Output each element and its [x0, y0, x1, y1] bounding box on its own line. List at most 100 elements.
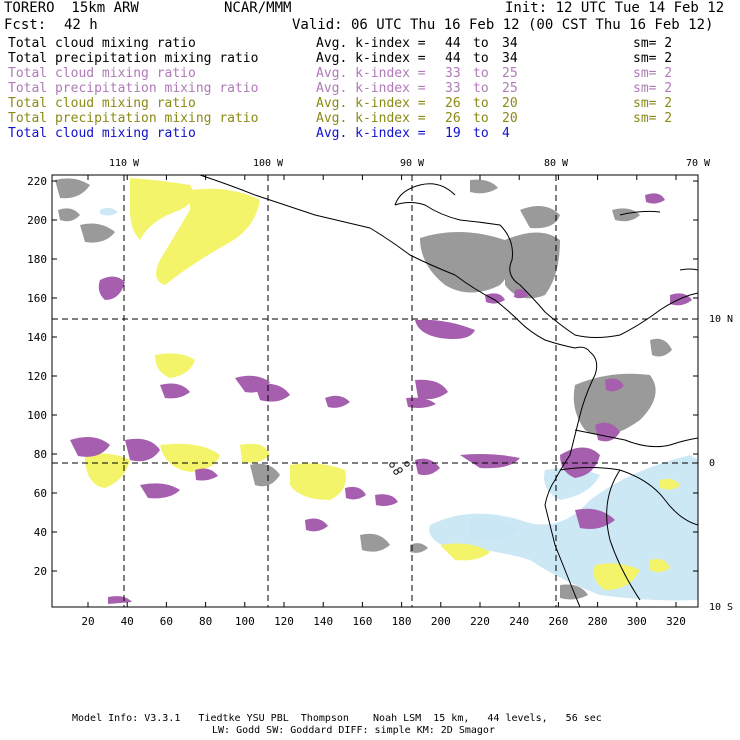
purple-field-area — [406, 397, 436, 408]
purple-field-area — [645, 193, 665, 204]
legend-k-start: 26 — [445, 111, 461, 126]
x-tick-label: 100 — [235, 615, 255, 628]
legend-k-start: 44 — [445, 36, 461, 51]
y-tick-label: 120 — [27, 370, 47, 383]
center-label: NCAR/MMM — [224, 0, 292, 16]
x-tick-label: 260 — [548, 615, 568, 628]
gray-field-area — [420, 231, 512, 293]
coastline — [606, 469, 641, 601]
legend-field: Total precipitation mixing ratio — [8, 111, 259, 126]
gray-field-area — [650, 338, 672, 357]
longitude-label: 110 W — [109, 158, 140, 169]
init-time: Init: 12 UTC Tue 14 Feb 12 — [505, 0, 725, 16]
y-tick-label: 140 — [27, 331, 47, 344]
legend-k-end: 20 — [502, 111, 518, 126]
longitude-label: 80 W — [544, 158, 569, 169]
yellow-field-area — [160, 443, 220, 472]
coastline — [619, 210, 661, 216]
legend-to: to — [473, 111, 489, 126]
gray-field-area — [55, 178, 90, 199]
yellow-field-area — [155, 353, 195, 378]
x-tick-label: 240 — [509, 615, 529, 628]
x-tick-label: 320 — [666, 615, 686, 628]
x-tick-label: 20 — [81, 615, 94, 628]
gray-field-area — [470, 179, 498, 194]
coastline — [619, 292, 699, 336]
purple-field-area — [98, 276, 125, 300]
purple-field-area — [375, 494, 398, 506]
longitude-label: 70 W — [686, 158, 711, 169]
field-layer — [55, 178, 698, 604]
legend-to: to — [473, 51, 489, 66]
gridlines — [52, 175, 698, 607]
x-tick-label: 300 — [627, 615, 647, 628]
legend-kindex-label: Avg. k-index = — [316, 126, 426, 141]
legend-k-end: 34 — [502, 51, 518, 66]
coastline — [394, 202, 621, 338]
legend-k-end: 25 — [502, 66, 518, 81]
legend-kindex-label: Avg. k-index = — [316, 111, 426, 126]
y-tick-label: 180 — [27, 253, 47, 266]
yellow-field-area — [660, 478, 680, 490]
longitude-label: 100 W — [253, 158, 284, 169]
purple-field-area — [415, 458, 440, 476]
x-tick-label: 280 — [588, 615, 608, 628]
legend-k-start: 44 — [445, 51, 461, 66]
legend-to: to — [473, 126, 489, 141]
legend-field: Total precipitation mixing ratio — [8, 51, 259, 66]
legend-to: to — [473, 66, 489, 81]
purple-field-area — [255, 383, 290, 402]
yellow-field-area — [593, 563, 640, 590]
latitude-label: 10 S — [709, 602, 733, 613]
gray-field-area — [360, 533, 390, 552]
y-tick-label: 60 — [34, 487, 47, 500]
purple-field-area — [325, 395, 350, 408]
x-tick-label: 220 — [470, 615, 490, 628]
purple-field-area — [195, 468, 218, 481]
physics-info: LW: Godd SW: Goddard DIFF: simple KM: 2D… — [212, 725, 495, 736]
x-tick-label: 60 — [160, 615, 173, 628]
purple-field-area — [125, 438, 160, 462]
y-tick-label: 220 — [27, 175, 47, 188]
purple-field-area — [514, 289, 528, 299]
lightblue-field-area — [470, 518, 520, 542]
legend-smoothing: sm= 2 — [633, 96, 673, 111]
gray-field-area — [505, 232, 560, 299]
model-info: Model Info: V3.3.1 Tiedtke YSU PBL Thomp… — [72, 713, 602, 724]
x-tick-label: 140 — [313, 615, 333, 628]
legend-k-end: 25 — [502, 81, 518, 96]
legend-to: to — [473, 96, 489, 111]
coastline — [394, 183, 456, 206]
legend-k-start: 19 — [445, 126, 461, 141]
purple-field-area — [160, 383, 190, 399]
legend-k-end: 34 — [502, 36, 518, 51]
yellow-field-area — [240, 443, 270, 463]
legend-k-start: 33 — [445, 66, 461, 81]
legend-kindex-label: Avg. k-index = — [316, 36, 426, 51]
legend-kindex-label: Avg. k-index = — [316, 66, 426, 81]
gray-field-area — [520, 206, 560, 229]
legend-k-start: 26 — [445, 96, 461, 111]
gray-field-area — [80, 223, 115, 243]
legend-field: Total cloud mixing ratio — [8, 126, 196, 141]
legend-smoothing: sm= 2 — [633, 111, 673, 126]
latitude-label: 0 — [709, 458, 715, 469]
purple-field-area — [345, 486, 366, 500]
purple-field-area — [605, 378, 624, 392]
coastline — [454, 274, 591, 353]
yellow-field-area — [440, 543, 490, 561]
lightblue-field-area — [429, 455, 698, 601]
valid-time: Valid: 06 UTC Thu 16 Feb 12 (00 CST Thu … — [292, 17, 714, 33]
purple-field-area — [460, 454, 520, 469]
lightblue-field-area — [544, 468, 600, 500]
longitude-label: 90 W — [400, 158, 425, 169]
legend-kindex-label: Avg. k-index = — [316, 96, 426, 111]
latitude-label: 10 N — [709, 314, 733, 325]
yellow-field-area — [156, 188, 260, 285]
legend-to: to — [473, 36, 489, 51]
coastline — [199, 174, 456, 276]
purple-field-area — [70, 436, 110, 457]
x-tick-label: 80 — [199, 615, 212, 628]
purple-field-area — [575, 508, 615, 529]
